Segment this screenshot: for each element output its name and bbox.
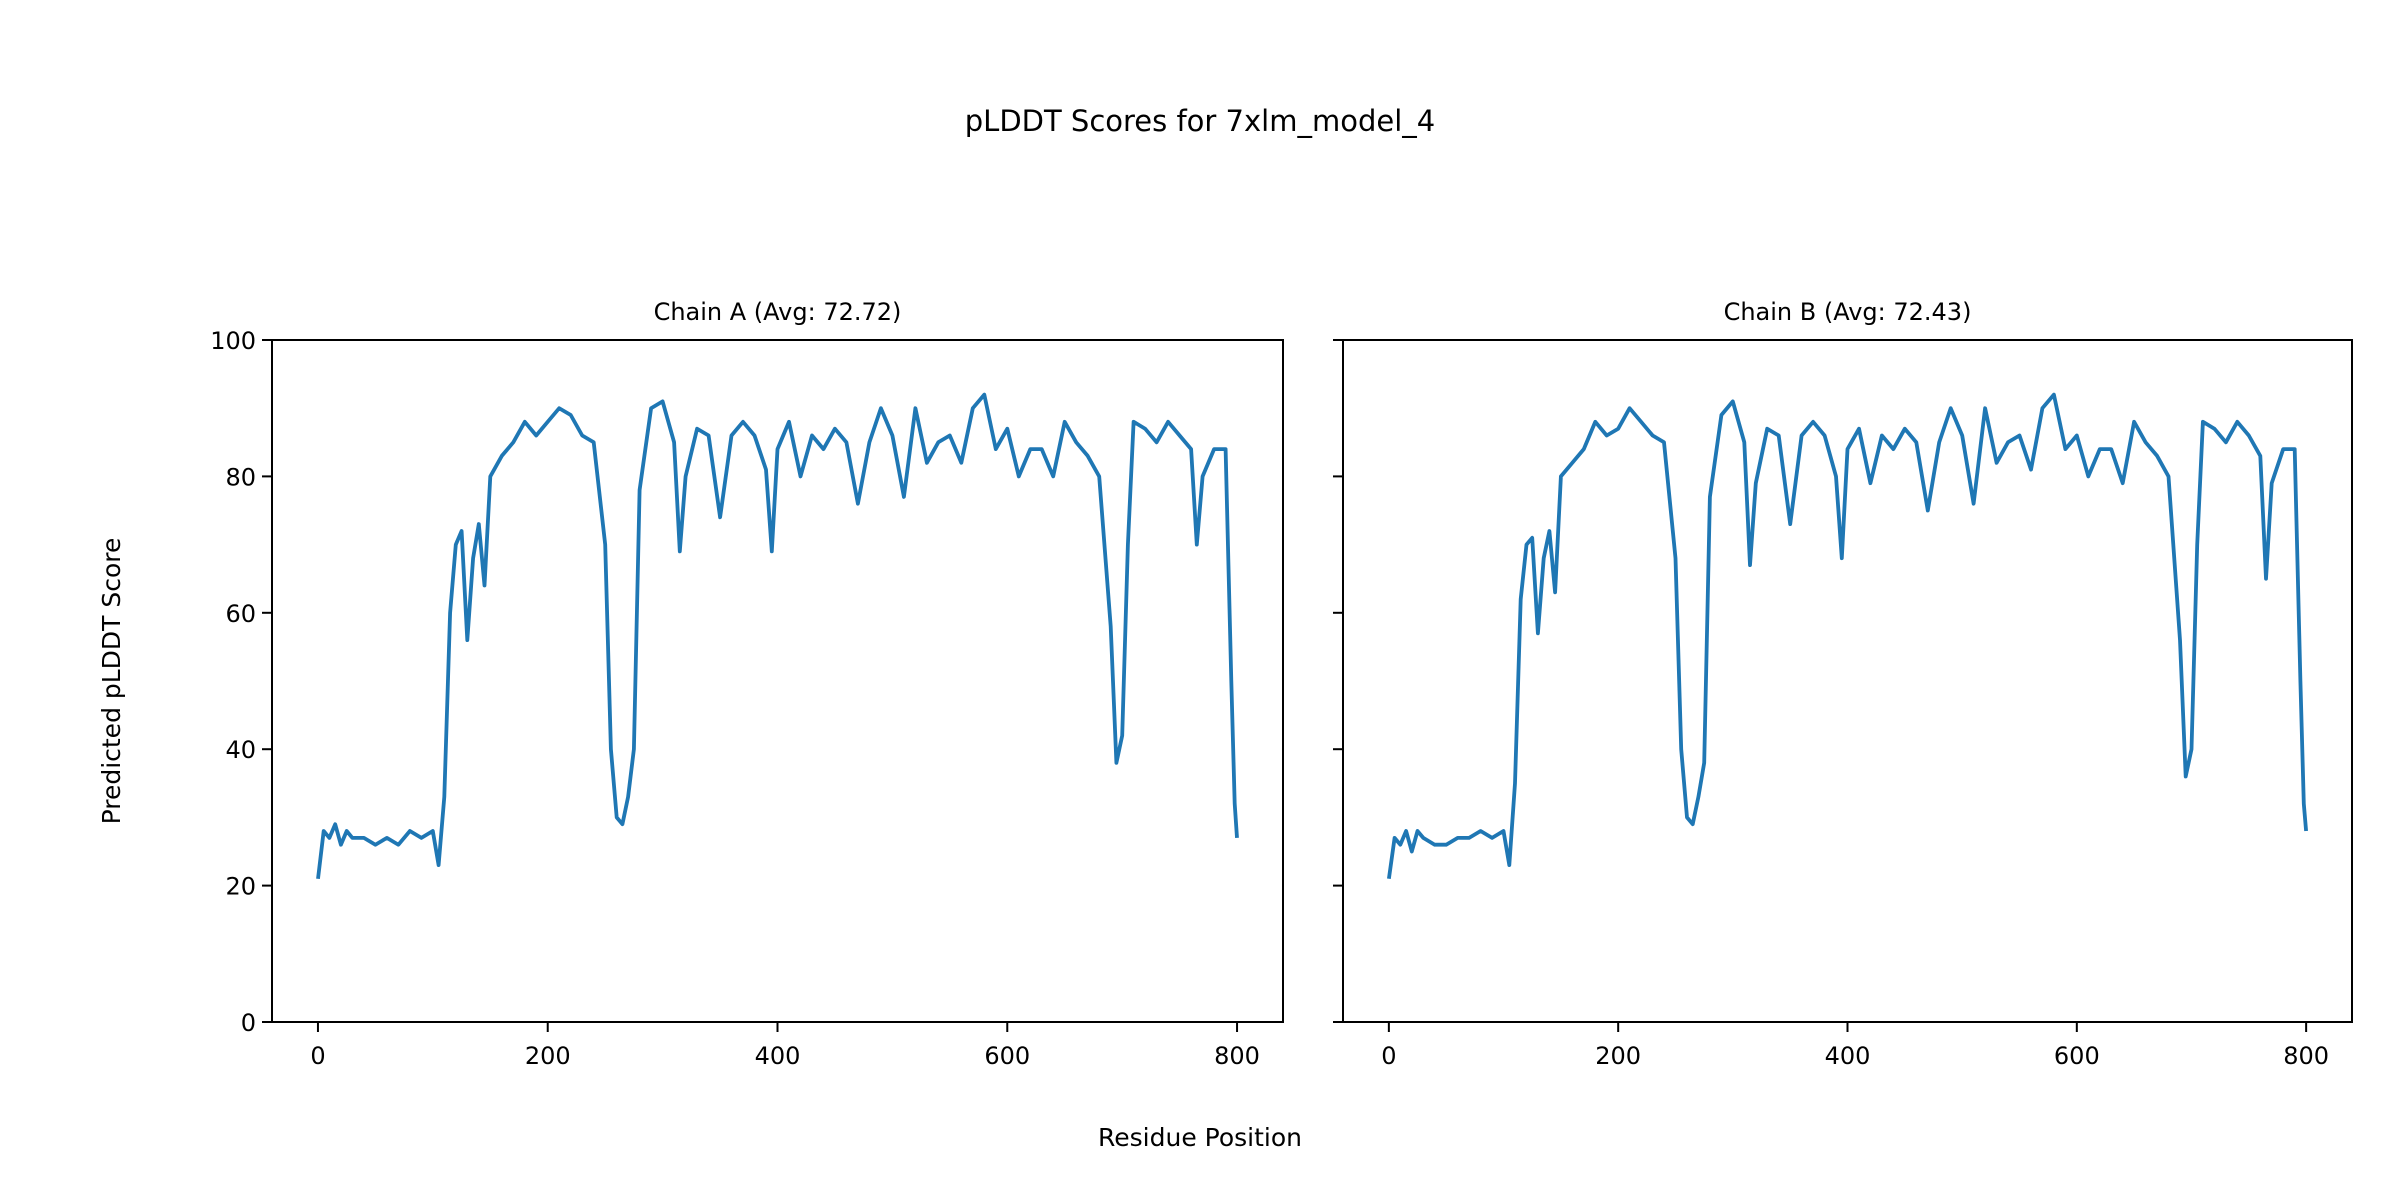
x-tick-label: 0 (1381, 1042, 1396, 1070)
figure-title: pLDDT Scores for 7xlm_model_4 (965, 104, 1435, 138)
x-axis-label: Residue Position (1098, 1123, 1302, 1152)
x-tick-label: 800 (2283, 1042, 2329, 1070)
plddt-line-series (1387, 392, 2308, 880)
x-tick-label: 200 (525, 1042, 571, 1070)
y-tick-label: 20 (225, 873, 256, 901)
x-tick-label: 0 (310, 1042, 325, 1070)
y-axis-label: Predicted pLDDT Score (97, 538, 126, 825)
x-tick-label: 800 (1214, 1042, 1260, 1070)
chart-panel-chain-a: Chain A (Avg: 72.72) 0 200 400 600 800 0 20 40 60… (210, 298, 1284, 1070)
chart-panel-chain-b: Chain B (Avg: 72.43) 0 200 400 600 800 (1333, 298, 2353, 1070)
x-tick-label: 400 (755, 1042, 801, 1070)
y-tick-label: 100 (210, 327, 256, 355)
panel-title: Chain B (Avg: 72.43) (1724, 298, 1972, 326)
x-tick-label: 600 (984, 1042, 1030, 1070)
x-tick-label: 200 (1595, 1042, 1641, 1070)
plddt-line-series (316, 392, 1239, 880)
y-tick-label: 80 (225, 463, 256, 491)
x-tick-label: 600 (2054, 1042, 2100, 1070)
y-tick-label: 60 (225, 600, 256, 628)
y-tick-label: 40 (225, 736, 256, 764)
y-tick-label: 0 (241, 1009, 256, 1037)
x-tick-label: 400 (1825, 1042, 1871, 1070)
panel-title: Chain A (Avg: 72.72) (654, 298, 902, 326)
